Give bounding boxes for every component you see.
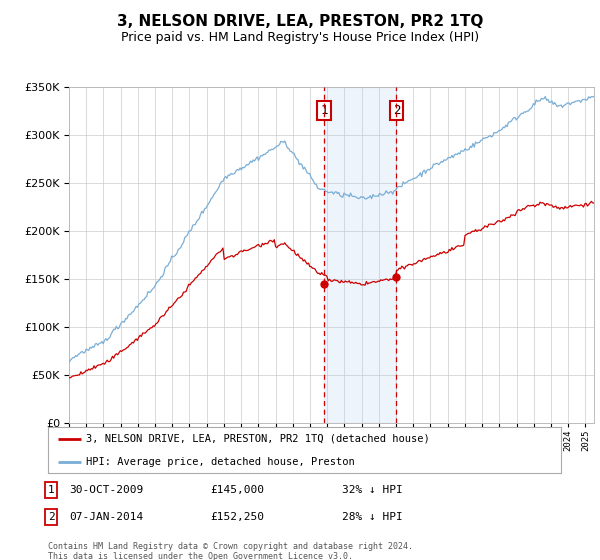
Text: 1: 1 [320,104,328,117]
Text: Price paid vs. HM Land Registry's House Price Index (HPI): Price paid vs. HM Land Registry's House … [121,31,479,44]
Text: 32% ↓ HPI: 32% ↓ HPI [342,485,403,495]
Text: Contains HM Land Registry data © Crown copyright and database right 2024.
This d: Contains HM Land Registry data © Crown c… [48,542,413,560]
Text: 3, NELSON DRIVE, LEA, PRESTON, PR2 1TQ (detached house): 3, NELSON DRIVE, LEA, PRESTON, PR2 1TQ (… [86,434,430,444]
Text: £145,000: £145,000 [210,485,264,495]
Text: 3, NELSON DRIVE, LEA, PRESTON, PR2 1TQ: 3, NELSON DRIVE, LEA, PRESTON, PR2 1TQ [117,14,483,29]
Bar [324,87,397,423]
Text: HPI: Average price, detached house, Preston: HPI: Average price, detached house, Pres… [86,457,355,466]
Text: 07-JAN-2014: 07-JAN-2014 [69,512,143,522]
Text: 2: 2 [47,512,55,522]
Text: 2: 2 [392,104,400,117]
Text: 28% ↓ HPI: 28% ↓ HPI [342,512,403,522]
Text: £152,250: £152,250 [210,512,264,522]
Text: 30-OCT-2009: 30-OCT-2009 [69,485,143,495]
Text: 1: 1 [47,485,55,495]
